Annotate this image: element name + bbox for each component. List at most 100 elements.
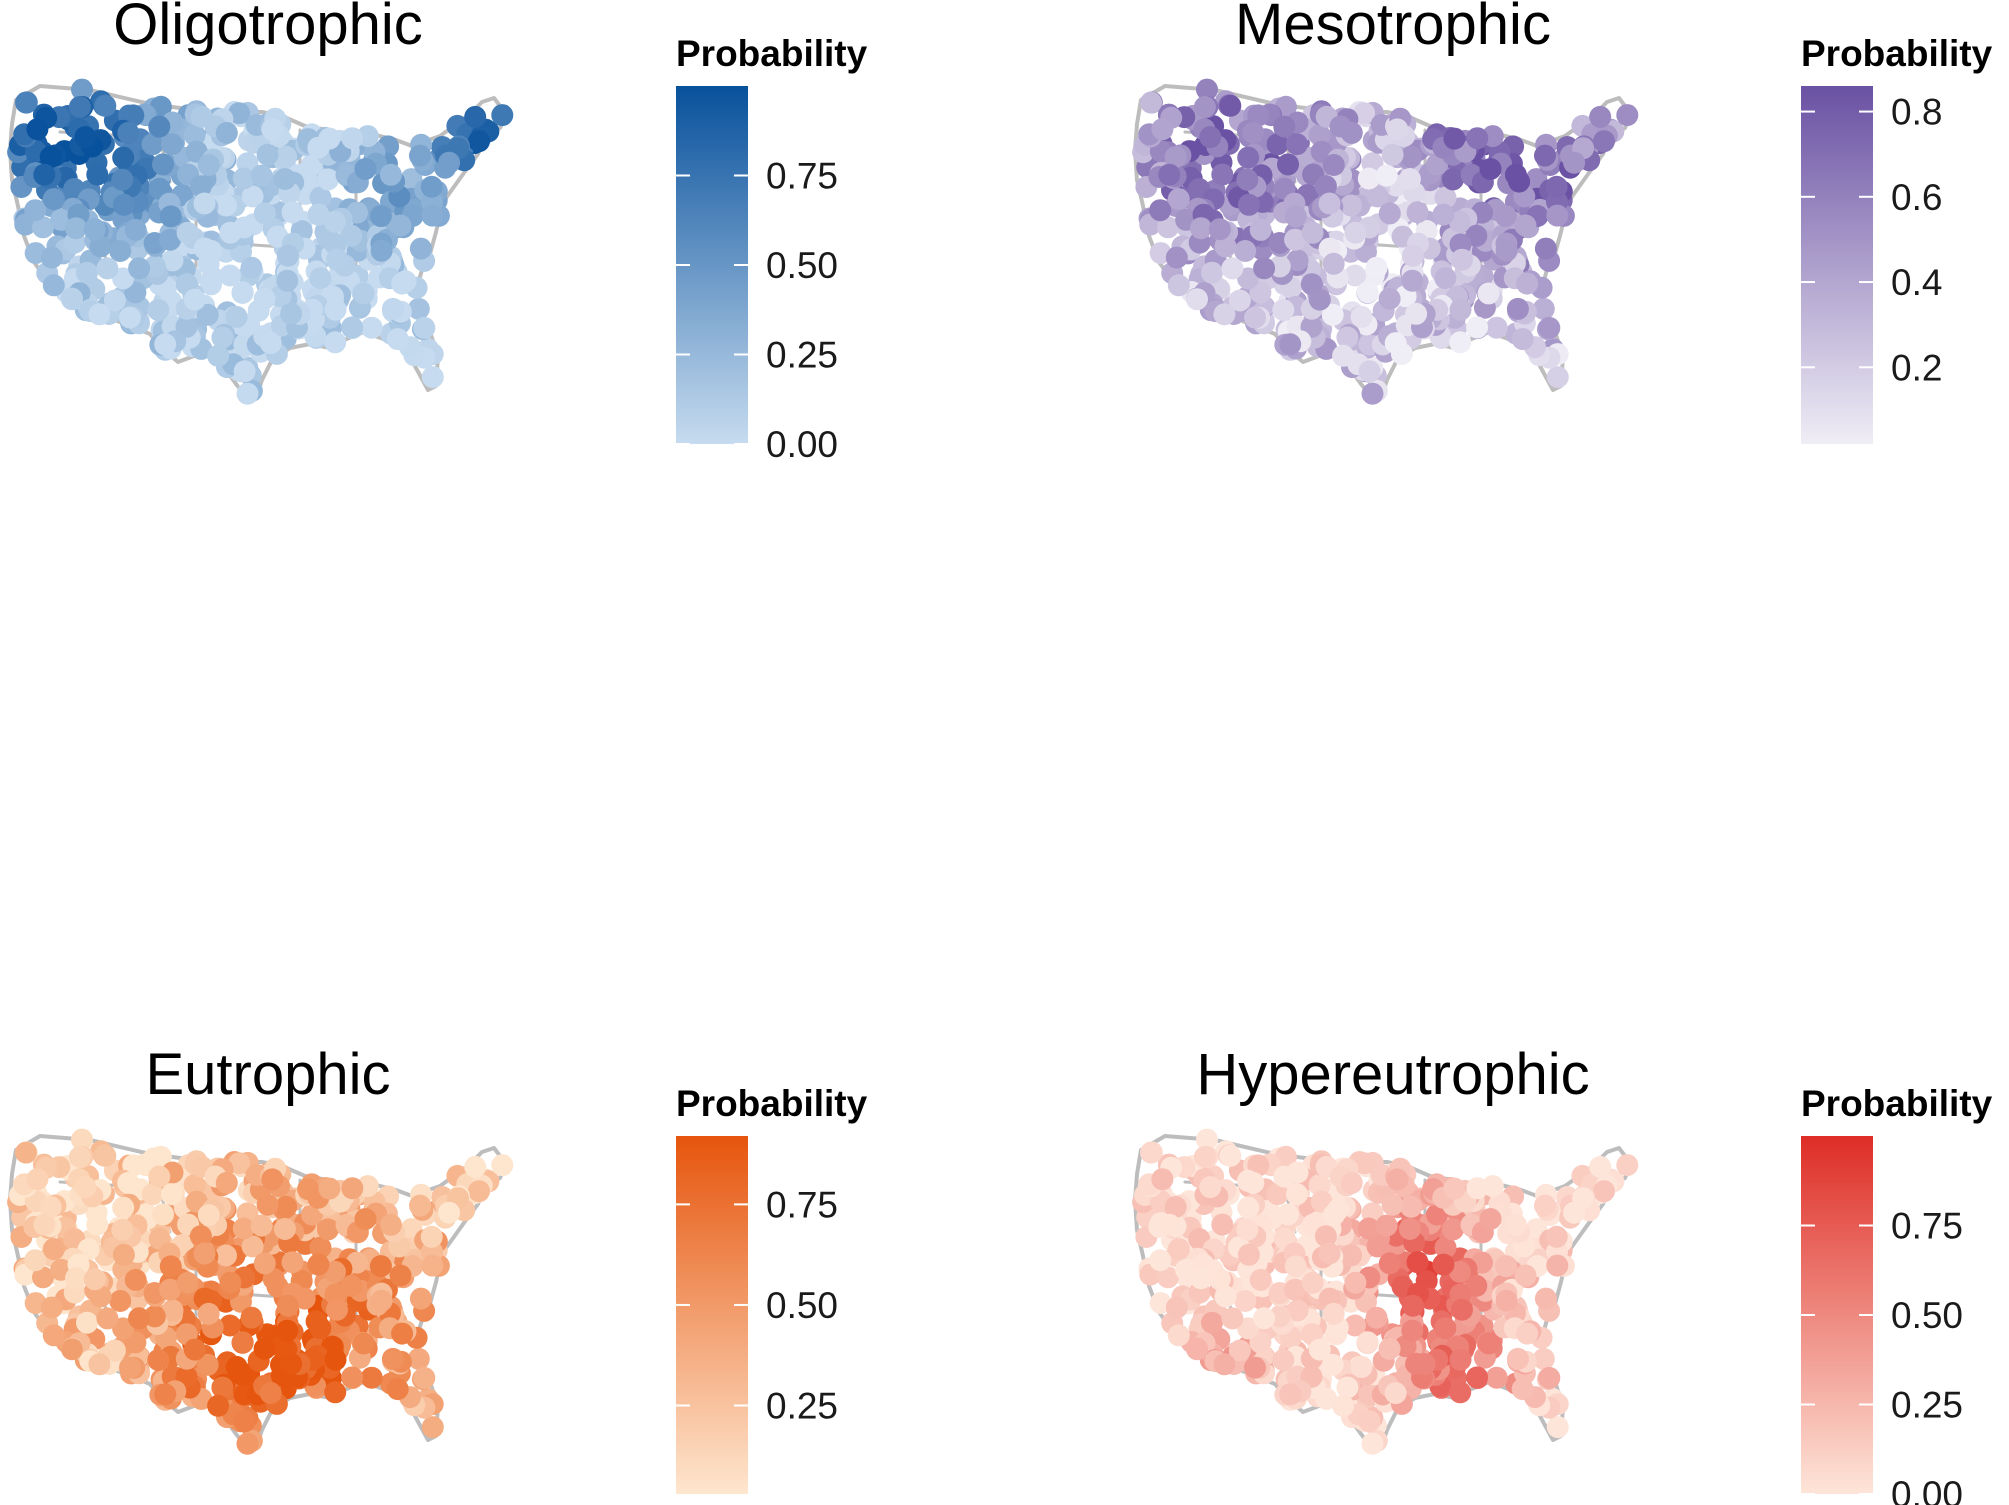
lake-site-point: [1301, 221, 1324, 244]
lake-site-point: [160, 133, 183, 156]
panel-eutrophic: Eutrophic Probability 0.25 0.50 0.75: [7, 1042, 868, 1494]
lake-site-point: [1434, 1236, 1457, 1259]
lake-site-point: [183, 1174, 206, 1196]
lake-site-point: [76, 1311, 98, 1334]
lake-site-point: [1314, 175, 1337, 198]
lake-site-point: [86, 163, 109, 186]
lake-site-point: [94, 94, 117, 117]
lake-site-point: [301, 1203, 323, 1226]
lake-site-point: [240, 256, 263, 279]
legend-title: Probability: [676, 33, 868, 74]
lake-site-point: [211, 326, 234, 349]
lake-site-point: [1442, 168, 1464, 191]
lake-site-point: [360, 316, 383, 339]
lake-site-point: [370, 239, 393, 262]
lake-site-point: [1196, 1128, 1218, 1151]
lake-site-point: [233, 1410, 256, 1433]
panel-title: Hypereutrophic: [1196, 1042, 1589, 1107]
lake-site-point: [1477, 282, 1500, 305]
lake-site-point: [1340, 1171, 1363, 1194]
lake-site-point: [1321, 303, 1344, 326]
lake-site-point: [341, 316, 364, 339]
lake-site-point: [1479, 1208, 1502, 1230]
lake-site-point: [1157, 216, 1179, 239]
lake-site-point: [307, 203, 330, 226]
lake-site-point: [225, 1355, 248, 1378]
lake-site-point: [1221, 1307, 1244, 1330]
lake-site-point: [1186, 1338, 1208, 1361]
lake-site-point: [326, 248, 348, 271]
lake-site-point: [1516, 1322, 1539, 1345]
lake-site-point: [1538, 1366, 1561, 1389]
lake-site-point: [1448, 1260, 1471, 1283]
lake-site-point: [253, 202, 276, 225]
lake-site-point: [42, 1324, 65, 1347]
lake-site-point: [341, 127, 364, 150]
lake-site-point: [1344, 1314, 1366, 1337]
lake-site-point: [1616, 1154, 1639, 1177]
colorbar-legend: Probability 0.00 0.25 0.50 0.75: [1801, 1083, 1993, 1505]
lake-site-point: [1279, 1383, 1302, 1406]
lake-site-point: [1228, 289, 1251, 312]
lake-site-point: [1357, 167, 1380, 190]
lake-site-point: [386, 328, 409, 351]
lake-site-point: [1247, 104, 1270, 127]
lake-site-point: [324, 1381, 347, 1404]
lake-site-point: [352, 1332, 375, 1355]
legend-tick-label: 0.00: [766, 424, 838, 465]
lake-site-point: [1201, 1311, 1223, 1334]
lake-site-point: [1253, 1307, 1276, 1330]
lake-site-point: [15, 1141, 37, 1164]
lake-site-point: [413, 1366, 436, 1389]
lake-site-point: [391, 272, 414, 295]
lake-site-point: [1434, 1317, 1457, 1340]
lake-site-point: [389, 214, 412, 237]
lake-site-point: [225, 305, 248, 328]
lake-site-point: [1284, 1255, 1307, 1278]
lake-site-point: [1401, 269, 1424, 292]
lake-site-point: [1426, 1203, 1448, 1226]
lake-site-point: [1322, 154, 1345, 176]
lake-site-point: [231, 1331, 254, 1354]
lake-site-point: [1432, 1253, 1455, 1276]
lake-site-point: [231, 281, 254, 304]
lake-site-point: [1378, 287, 1401, 310]
lake-site-point: [1434, 267, 1457, 290]
lake-site-point: [276, 269, 299, 292]
lake-site-point: [1308, 288, 1331, 311]
lake-site-point: [1449, 298, 1472, 321]
lake-site-point: [42, 274, 65, 297]
lake-site-point: [1237, 146, 1260, 169]
lake-site-point: [1340, 194, 1362, 217]
lake-site-point: [1405, 1352, 1428, 1375]
lake-site-point: [409, 1194, 431, 1217]
lake-site-point: [1516, 272, 1539, 295]
lake-site-point: [1344, 264, 1366, 287]
lake-site-point: [1538, 316, 1561, 339]
lake-site-point: [307, 1253, 330, 1276]
lake-site-point: [261, 1168, 284, 1191]
lake-site-point: [1386, 118, 1409, 141]
lake-site-point: [1151, 118, 1174, 141]
lake-site-point: [1378, 1337, 1401, 1360]
lake-site-point: [309, 1236, 332, 1259]
lake-site-point: [1426, 153, 1448, 176]
lake-site-point: [1344, 1271, 1367, 1294]
lake-site-point: [1140, 1141, 1162, 1164]
lake-site-point: [196, 1353, 219, 1376]
lake-site-point: [42, 1238, 65, 1261]
lake-site-point: [1234, 1290, 1257, 1312]
lake-site-point: [275, 145, 298, 168]
lake-site-point: [1514, 214, 1537, 237]
lake-site-point: [253, 1252, 276, 1275]
lake-site-point: [1237, 267, 1260, 290]
lake-site-point: [250, 164, 273, 187]
lake-site-point: [318, 127, 341, 150]
lake-site-point: [183, 288, 206, 311]
colorbar-legend: Probability 0.2 0.4 0.6 0.8: [1801, 33, 1993, 444]
lake-site-point: [1398, 168, 1421, 190]
lake-site-point: [109, 1290, 132, 1312]
lake-site-point: [1149, 1249, 1172, 1272]
lake-site-point: [1332, 344, 1355, 367]
lake-site-point: [1322, 252, 1345, 275]
